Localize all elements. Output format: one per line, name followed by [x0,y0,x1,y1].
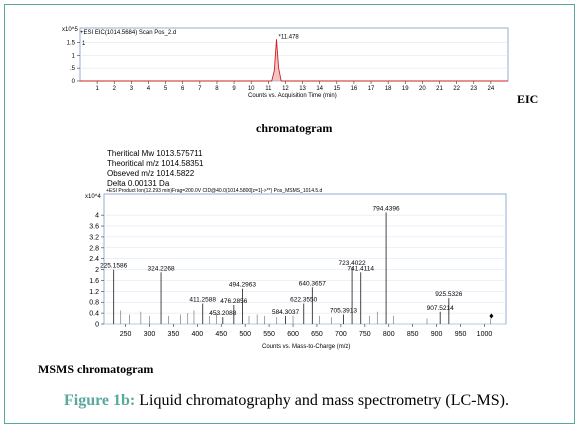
msms-y-tick-label: 2.4 [89,256,99,263]
eic-x-tick-label: 7 [198,86,202,92]
msms-peak-label: 794.4396 [373,205,400,212]
msms-x-tick-label: 350 [168,331,180,338]
msms-y-tick-label: 2 [95,267,99,274]
eic-scale-label: x10^5 [62,27,78,33]
msms-peak-label: 907.5214 [427,305,454,312]
msms-x-tick-label: 700 [335,331,347,338]
msms-header: +ESI Product Ion(12.293 min)Frag=200.0V … [106,188,323,194]
eic-x-tick-label: 22 [453,86,460,92]
msms-y-tick-label: 0.4 [89,311,99,318]
eic-x-tick-label: 3 [130,86,134,92]
msms-x-tick-label: 600 [287,331,299,338]
msms-y-tick-label: 1.2 [89,289,99,296]
msms-x-tick-label: 500 [239,331,251,338]
msms-peak-label: 476.2856 [220,298,247,305]
eic-x-tick-label: 2 [113,86,117,92]
msms-x-tick-label: 950 [455,331,467,338]
msms-x-tick-label: 550 [263,331,275,338]
eic-x-tick-label: 18 [385,86,392,92]
msms-y-tick-label: 3.6 [89,224,99,231]
msms-x-tick-label: 900 [431,331,443,338]
eic-x-tick-label: 17 [368,86,375,92]
msms-x-tick-label: 450 [215,331,227,338]
eic-x-tick-label: 8 [215,86,219,92]
eic-x-tick-label: 9 [232,86,236,92]
eic-x-tick-label: 23 [470,86,477,92]
eic-side-label: EIC [517,92,539,106]
eic-y-tick-label: .5 [70,66,76,72]
msms-peak-label: 411.2588 [189,297,216,304]
eic-caption: chromatogram [256,121,333,135]
eic-y-tick-label: 1.5 [67,40,76,46]
msms-x-tick-label: 800 [383,331,395,338]
msms-peak-label: 584.3037 [272,309,299,316]
eic-header: +ESI EIC(1014.5684) Scan Pos_2.d [80,30,177,36]
msms-peak-label: 225.1586 [100,263,127,270]
eic-x-tick-label: 5 [164,86,168,92]
eic-x-tick-label: 16 [351,86,358,92]
msms-xlabel: Counts vs. Mass-to-Charge (m/z) [262,344,351,350]
eic-x-tick-label: 12 [282,86,289,92]
msms-peak-label: 723.4022 [339,260,366,267]
msms-precursor-marker: ♦ [488,313,494,321]
figure-caption-text: Liquid chromatography and mass spectrome… [139,392,509,409]
msms-y-tick-label: 0 [95,322,99,329]
msms-peak-label: 453.2088 [209,310,236,317]
msms-peak-label: 925.5326 [435,291,462,298]
msms-x-tick-label: 850 [407,331,419,338]
eic-x-tick-label: 10 [248,86,255,92]
msms-peak-label: 324.2268 [147,265,174,272]
msms-y-tick-label: 0.8 [89,300,99,307]
eic-x-tick-label: 24 [488,86,495,92]
eic-x-tick-label: 19 [402,86,409,92]
info-line-observed: Obseved m/z 1014.5822 [107,169,195,178]
msms-peak-label: 640.3657 [299,280,326,287]
eic-x-tick-label: 15 [333,86,340,92]
eic-xlabel: Counts vs. Acquisition Time (min) [248,93,337,99]
eic-x-tick-label: 13 [299,86,306,92]
msms-scale-label: x10^4 [85,194,101,200]
info-line-mw: Theritical Mw 1013.575711 [107,149,203,158]
eic-x-tick-label: 4 [147,86,151,92]
msms-caption: MSMS chromatogram [38,362,154,376]
eic-series-number: 1 [82,41,86,47]
figure-frame [4,4,575,424]
msms-x-tick-label: 650 [311,331,323,338]
eic-y-tick-label: 1 [72,53,76,59]
eic-x-tick-label: 14 [316,86,323,92]
msms-x-tick-label: 1000 [477,331,493,338]
info-line-delta: Delta 0.00131 Da [107,179,170,188]
figure-caption: Figure 1b: Liquid chromatography and mas… [64,392,509,410]
msms-y-tick-label: 3.2 [89,234,99,241]
msms-x-tick-label: 400 [191,331,203,338]
msms-x-tick-label: 250 [120,331,132,338]
msms-y-tick-label: 2.8 [89,245,99,252]
eic-x-tick-label: 11 [265,86,272,92]
msms-peak-label: 622.3550 [290,297,317,304]
msms-peak-label: 741.4114 [347,265,374,272]
eic-x-tick-label: 1 [95,86,99,92]
figure-caption-label: Figure 1b: [64,392,136,409]
msms-peak-label: 494.2963 [229,282,256,289]
msms-x-tick-label: 300 [144,331,156,338]
msms-peak-label: 705.3913 [330,307,357,314]
eic-trace [80,39,508,82]
eic-x-tick-label: 20 [419,86,426,92]
eic-y-tick-label: 0 [72,79,76,85]
info-line-theoretical: Theoritical m/z 1014.58351 [107,159,204,168]
eic-x-tick-label: 6 [181,86,185,92]
msms-y-tick-label: 4 [95,213,99,220]
eic-x-tick-label: 21 [436,86,443,92]
msms-x-tick-label: 750 [359,331,371,338]
msms-y-tick-label: 1.6 [89,278,99,285]
eic-peak-label: *11.478 [279,34,300,40]
